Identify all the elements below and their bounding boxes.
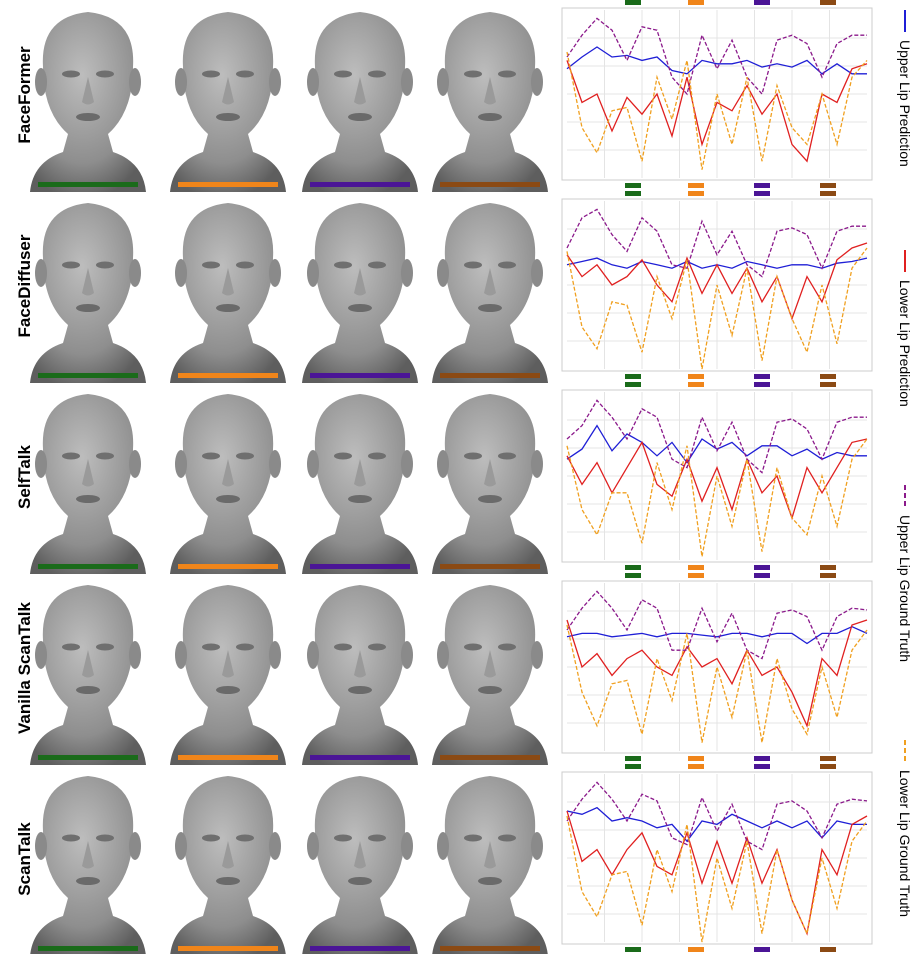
row-label: FaceDiffuser <box>15 234 34 337</box>
frame-marker <box>754 374 770 379</box>
line-chart <box>562 0 872 188</box>
face-render <box>432 394 548 574</box>
frame-bar <box>38 182 138 187</box>
frame-bar <box>178 946 278 951</box>
face-render <box>170 12 286 192</box>
frame-marker <box>688 764 704 769</box>
face-render <box>30 12 146 192</box>
frame-marker <box>625 0 641 5</box>
frame-bar <box>178 182 278 187</box>
face-render <box>432 776 548 954</box>
row-label: Vanilla ScanTalk <box>15 601 34 734</box>
frame-marker <box>820 947 836 952</box>
frame-bar <box>440 946 540 951</box>
frame-bar <box>440 182 540 187</box>
frame-bar <box>38 373 138 378</box>
frame-marker <box>820 764 836 769</box>
line-chart <box>562 764 872 952</box>
frame-bar <box>38 755 138 760</box>
face-render <box>432 12 548 192</box>
frame-marker <box>820 0 836 5</box>
face-render <box>30 394 146 574</box>
face-render <box>432 585 548 765</box>
face-render <box>302 394 418 574</box>
frame-marker <box>754 756 770 761</box>
frame-marker <box>688 565 704 570</box>
legend-label: Lower Lip Prediction <box>897 280 913 407</box>
frame-marker <box>625 756 641 761</box>
frame-bar <box>178 755 278 760</box>
frame-marker <box>688 573 704 578</box>
frame-bar <box>38 564 138 569</box>
frame-marker <box>820 756 836 761</box>
frame-bar <box>38 946 138 951</box>
frame-marker <box>688 183 704 188</box>
row-label: SelfTalk <box>15 444 34 508</box>
frame-marker <box>820 183 836 188</box>
frame-marker <box>754 573 770 578</box>
frame-marker <box>820 565 836 570</box>
frame-marker <box>820 573 836 578</box>
legend-label: Upper Lip Ground Truth <box>897 515 913 662</box>
frame-marker <box>625 573 641 578</box>
face-render <box>170 585 286 765</box>
frame-bar <box>178 373 278 378</box>
frame-marker <box>688 947 704 952</box>
face-render <box>170 776 286 954</box>
frame-bar <box>440 564 540 569</box>
frame-marker <box>688 191 704 196</box>
line-chart <box>562 382 872 570</box>
row-label: FaceFormer <box>15 46 34 144</box>
frame-bar <box>440 373 540 378</box>
row-label: ScanTalk <box>15 822 34 896</box>
frame-bar <box>310 182 410 187</box>
frame-marker <box>688 374 704 379</box>
frame-marker <box>625 764 641 769</box>
frame-bar <box>310 946 410 951</box>
face-render <box>302 776 418 954</box>
frame-marker <box>820 374 836 379</box>
face-render <box>30 585 146 765</box>
frame-marker <box>688 382 704 387</box>
frame-marker <box>754 0 770 5</box>
face-render <box>432 203 548 383</box>
frame-bar <box>178 564 278 569</box>
frame-marker <box>625 947 641 952</box>
face-render <box>30 776 146 954</box>
face-render <box>170 203 286 383</box>
frame-marker <box>754 947 770 952</box>
face-render <box>302 12 418 192</box>
frame-marker <box>754 382 770 387</box>
face-render <box>170 394 286 574</box>
frame-marker <box>754 565 770 570</box>
frame-marker <box>820 382 836 387</box>
face-render <box>302 585 418 765</box>
frame-bar <box>310 564 410 569</box>
frame-marker <box>754 764 770 769</box>
frame-marker <box>625 191 641 196</box>
frame-marker <box>625 382 641 387</box>
frame-marker <box>625 565 641 570</box>
figure: FaceFormer FaceDiffuser SelfTalk Vanilla Sc… <box>0 0 922 954</box>
frame-bar <box>310 755 410 760</box>
face-render <box>30 203 146 383</box>
frame-marker <box>688 756 704 761</box>
line-chart <box>562 191 872 379</box>
line-chart <box>562 573 872 761</box>
frame-bar <box>440 755 540 760</box>
frame-marker <box>625 374 641 379</box>
legend-label: Lower Lip Ground Truth <box>897 770 913 917</box>
frame-bar <box>310 373 410 378</box>
face-render <box>302 203 418 383</box>
frame-marker <box>754 191 770 196</box>
frame-marker <box>688 0 704 5</box>
frame-marker <box>754 183 770 188</box>
frame-marker <box>820 191 836 196</box>
frame-marker <box>625 183 641 188</box>
legend-label: Upper Lip Prediction <box>897 40 913 167</box>
